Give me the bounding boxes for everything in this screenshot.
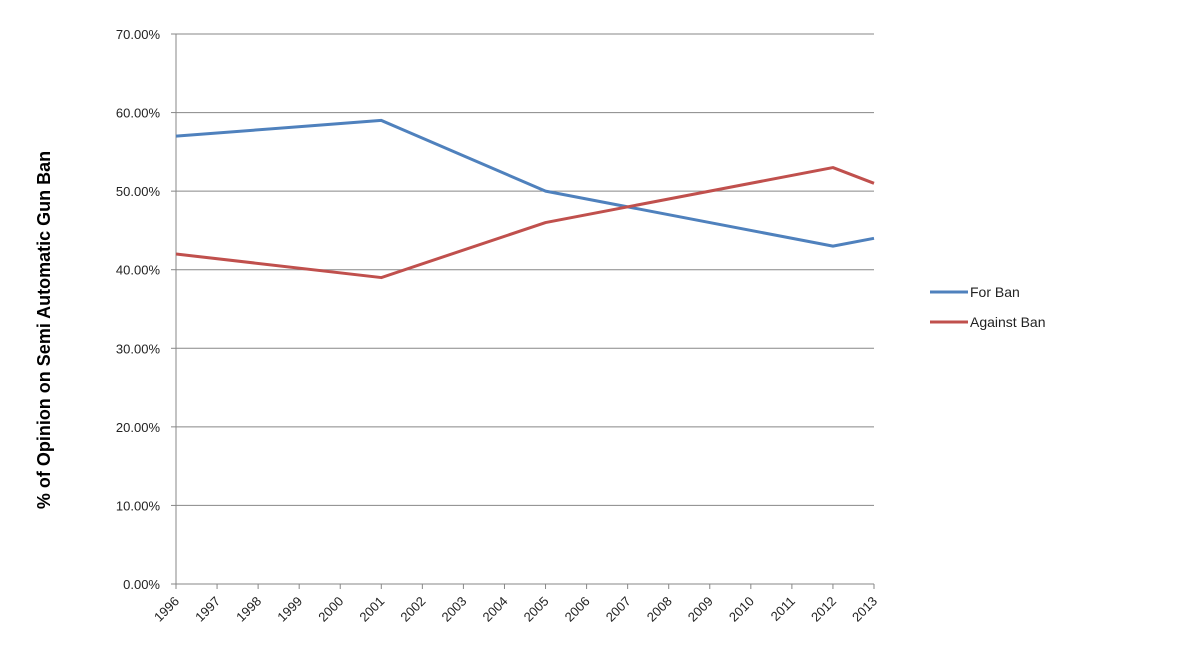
x-tick-label: 2006 (562, 594, 593, 625)
x-tick-label: 1996 (151, 594, 182, 625)
series-line-against-ban (175, 166, 875, 280)
legend-label: Against Ban (970, 314, 1046, 330)
y-axis-label: % of Opinion on Semi Automatic Gun Ban (34, 151, 54, 509)
x-tick-label: 2005 (521, 594, 552, 625)
x-tick-label: 1998 (233, 594, 264, 625)
x-tick-label: 2008 (644, 594, 675, 625)
y-tick-label: 10.00% (116, 498, 161, 513)
y-tick-label: 70.00% (116, 27, 161, 42)
series-line-for-ban (175, 118, 875, 248)
legend-label: For Ban (970, 284, 1020, 300)
x-tick-label: 1997 (192, 594, 223, 625)
x-tick-label: 2002 (397, 594, 428, 625)
x-tick-label: 2003 (438, 594, 469, 625)
x-tick-label: 2004 (480, 594, 511, 625)
y-tick-labels: 0.00% 10.00% 20.00% 30.00% 40.00% 50.00% 60.00… (116, 27, 161, 592)
x-tick-label: 2001 (356, 594, 387, 625)
x-tick-label: 2012 (808, 594, 839, 625)
x-tick-label: 2010 (726, 594, 757, 625)
y-tick-label: 30.00% (116, 341, 161, 356)
x-tick-label: 2000 (315, 594, 346, 625)
y-tick-label: 20.00% (116, 420, 161, 435)
x-tick-label: 2013 (849, 594, 880, 625)
x-tick-label: 2007 (603, 594, 634, 625)
y-tick-label: 40.00% (116, 263, 161, 278)
y-tick-label: 0.00% (123, 577, 160, 592)
x-tick-label: 2011 (768, 594, 798, 624)
gridlines (176, 33, 874, 506)
y-tick-label: 60.00% (116, 106, 161, 121)
y-tick-label: 50.00% (116, 184, 161, 199)
legend: For Ban Against Ban (930, 284, 1046, 330)
x-tick-labels: 1996 1997 1998 1999 2000 2001 2002 2003 2004 2005… (151, 594, 880, 625)
axes (171, 33, 875, 589)
series-lines (175, 118, 875, 280)
x-tick-label: 1999 (274, 594, 305, 625)
x-tick-label: 2009 (685, 594, 716, 625)
